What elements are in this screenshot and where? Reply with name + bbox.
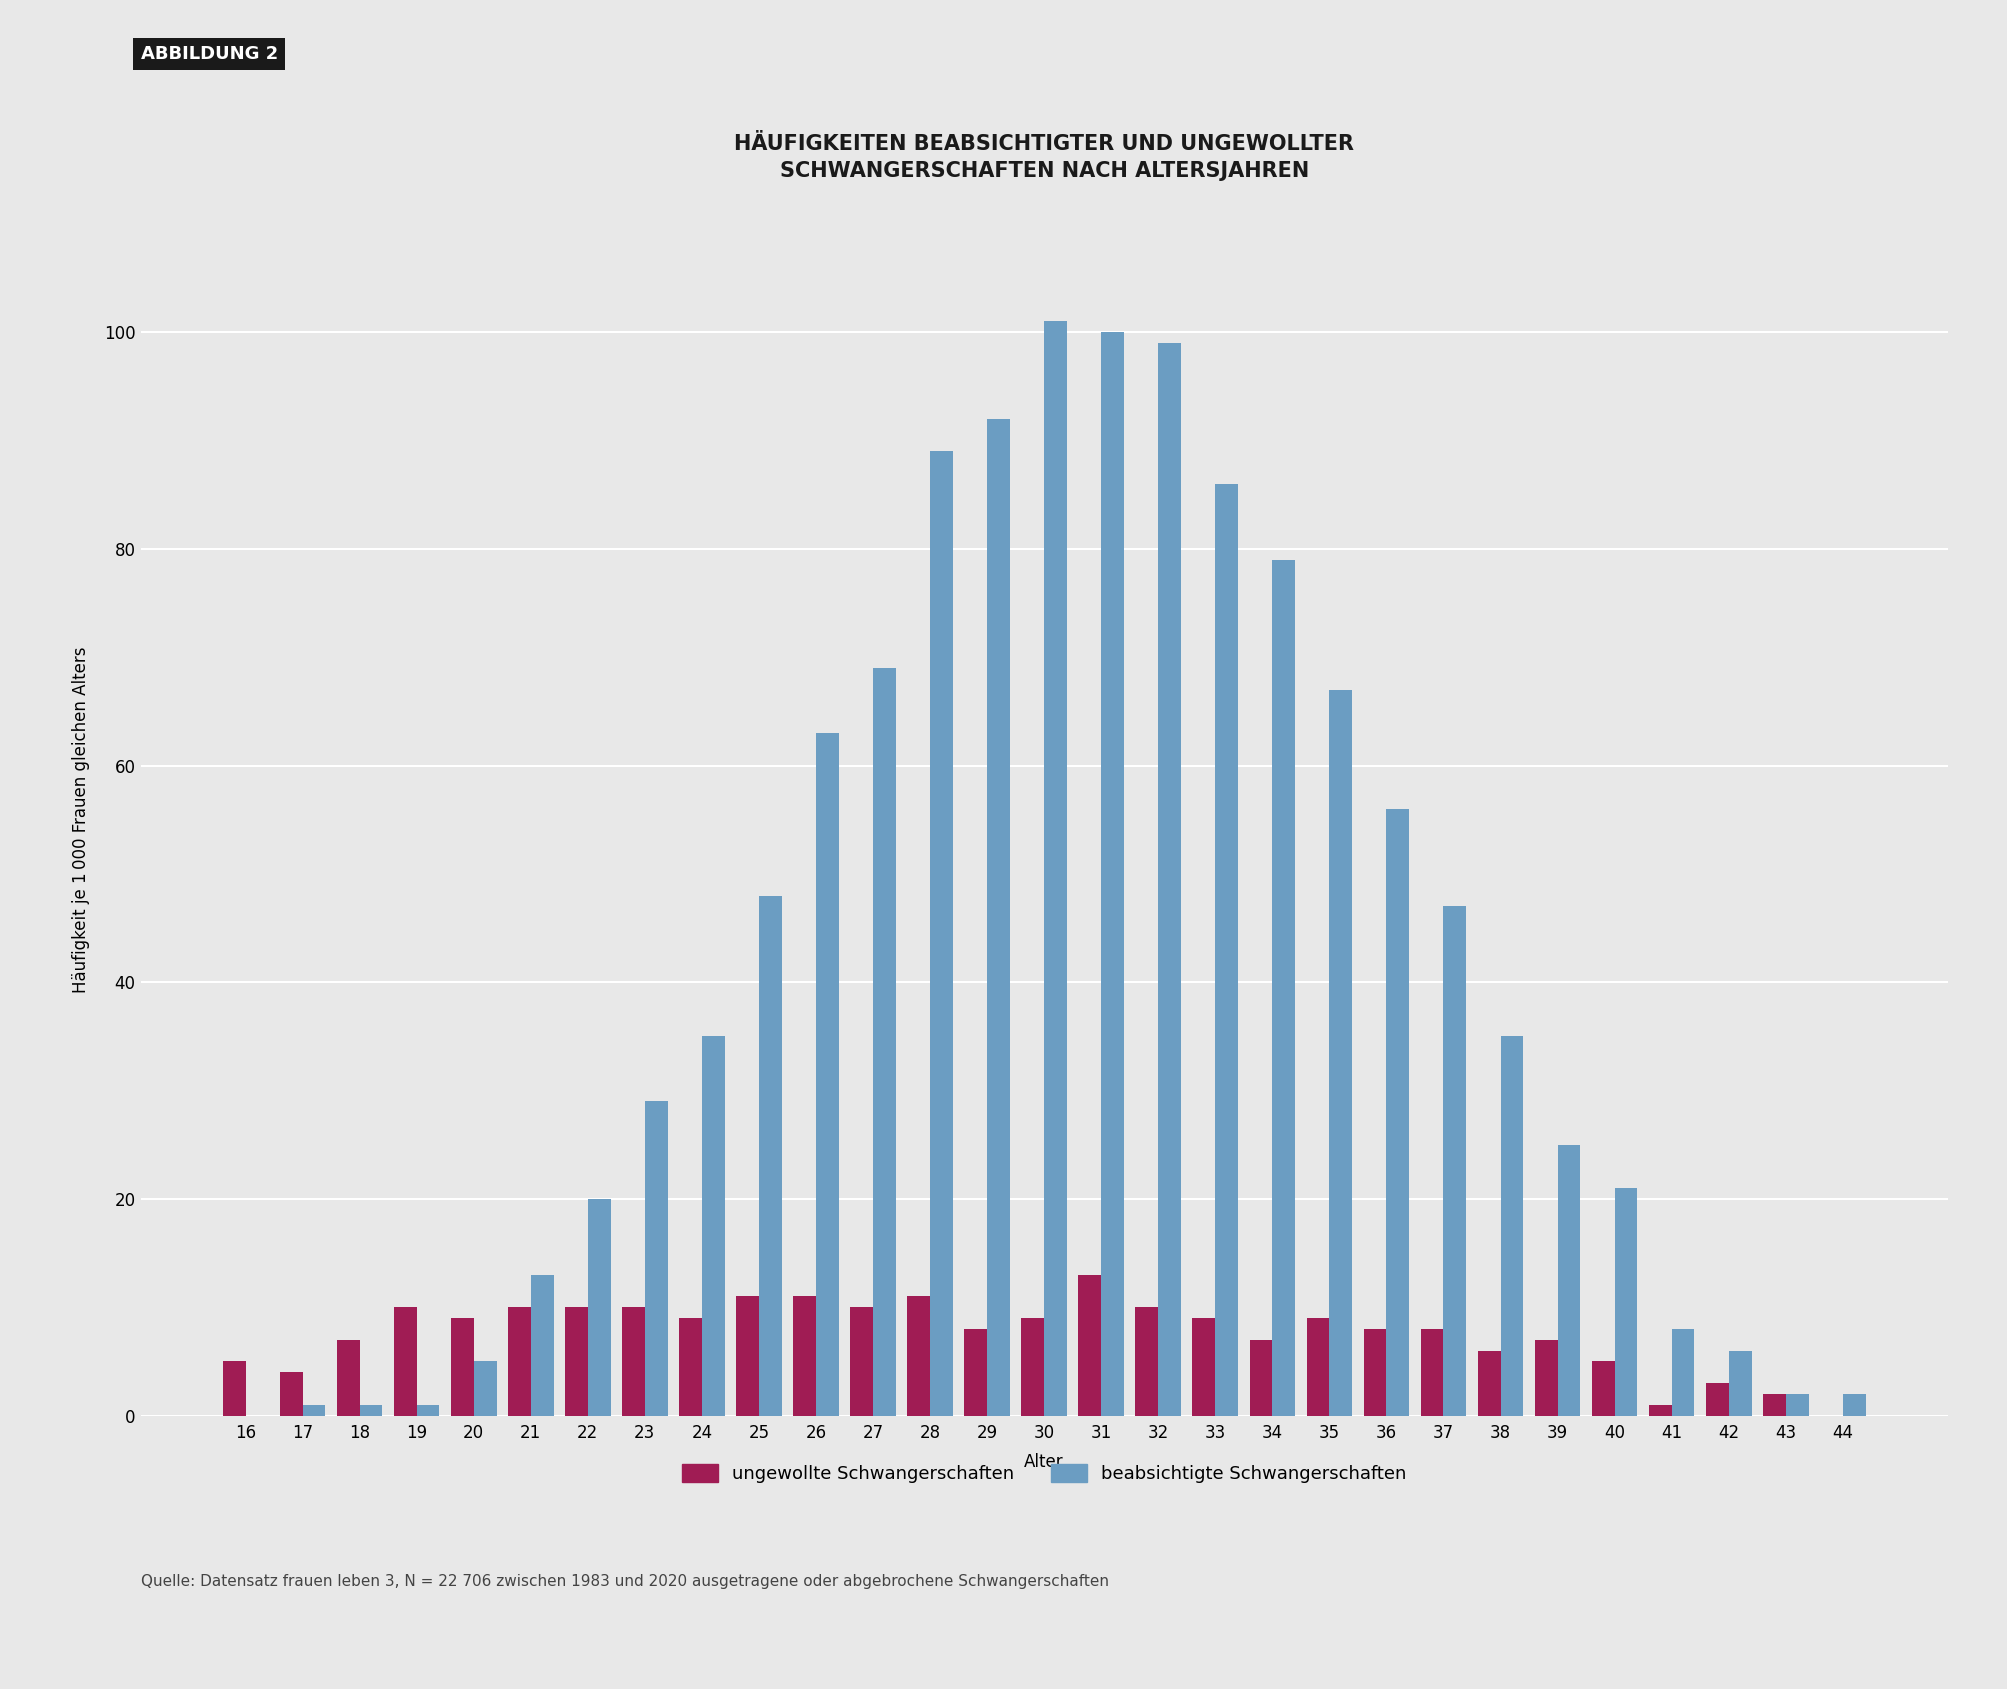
Bar <box>1784 1393 1808 1415</box>
Bar <box>564 1307 588 1415</box>
Bar <box>474 1361 496 1415</box>
Bar <box>1044 321 1066 1415</box>
Bar <box>644 1101 668 1415</box>
Bar <box>759 895 781 1415</box>
Bar <box>1533 1339 1557 1415</box>
Bar <box>849 1307 873 1415</box>
Bar <box>963 1329 987 1415</box>
Bar <box>873 667 895 1415</box>
Y-axis label: Häufigkeit je 1 000 Frauen gleichen Alters: Häufigkeit je 1 000 Frauen gleichen Alte… <box>72 647 90 993</box>
Bar <box>1614 1187 1636 1415</box>
Bar <box>1307 1317 1329 1415</box>
Bar <box>1363 1329 1385 1415</box>
Bar <box>1672 1329 1694 1415</box>
Bar <box>622 1307 644 1415</box>
Bar <box>1100 333 1124 1415</box>
Bar <box>1134 1307 1158 1415</box>
Bar <box>530 1275 554 1415</box>
Bar <box>393 1307 417 1415</box>
Legend: ungewollte Schwangerschaften, beabsichtigte Schwangerschaften: ungewollte Schwangerschaften, beabsichti… <box>682 1464 1405 1483</box>
Bar <box>1078 1275 1100 1415</box>
Bar <box>815 733 839 1415</box>
Bar <box>1762 1393 1784 1415</box>
Bar <box>359 1405 381 1415</box>
Bar <box>1706 1383 1728 1415</box>
Text: HÄUFIGKEITEN BEABSICHTIGTER UND UNGEWOLLTER
SCHWANGERSCHAFTEN NACH ALTERSJAHREN: HÄUFIGKEITEN BEABSICHTIGTER UND UNGEWOLL… <box>735 135 1353 181</box>
Bar <box>929 451 953 1415</box>
Bar <box>1477 1351 1499 1415</box>
Bar <box>417 1405 440 1415</box>
Bar <box>1728 1351 1750 1415</box>
Bar <box>337 1339 359 1415</box>
Bar <box>737 1297 759 1415</box>
Bar <box>1443 907 1465 1415</box>
Bar <box>1192 1317 1214 1415</box>
Bar <box>1385 809 1409 1415</box>
Bar <box>508 1307 530 1415</box>
Bar <box>702 1037 725 1415</box>
Bar <box>452 1317 474 1415</box>
Bar <box>588 1199 610 1415</box>
Bar <box>1557 1145 1580 1415</box>
Bar <box>223 1361 245 1415</box>
Bar <box>1248 1339 1272 1415</box>
Bar <box>1272 559 1295 1415</box>
Bar <box>1022 1317 1044 1415</box>
Bar <box>279 1371 303 1415</box>
Bar <box>1842 1393 1865 1415</box>
Bar <box>907 1297 929 1415</box>
Bar <box>678 1317 702 1415</box>
Bar <box>1499 1037 1523 1415</box>
Bar <box>1158 343 1180 1415</box>
Text: ABBILDUNG 2: ABBILDUNG 2 <box>140 46 277 62</box>
Bar <box>1648 1405 1672 1415</box>
Bar <box>1421 1329 1443 1415</box>
Bar <box>987 419 1010 1415</box>
Bar <box>1329 689 1351 1415</box>
Bar <box>1592 1361 1614 1415</box>
Bar <box>793 1297 815 1415</box>
Bar <box>303 1405 325 1415</box>
Text: Quelle: Datensatz frauen leben 3, N = 22 706 zwischen 1983 und 2020 ausgetragene: Quelle: Datensatz frauen leben 3, N = 22… <box>140 1574 1108 1589</box>
Bar <box>1214 483 1238 1415</box>
X-axis label: Alter: Alter <box>1024 1453 1064 1471</box>
